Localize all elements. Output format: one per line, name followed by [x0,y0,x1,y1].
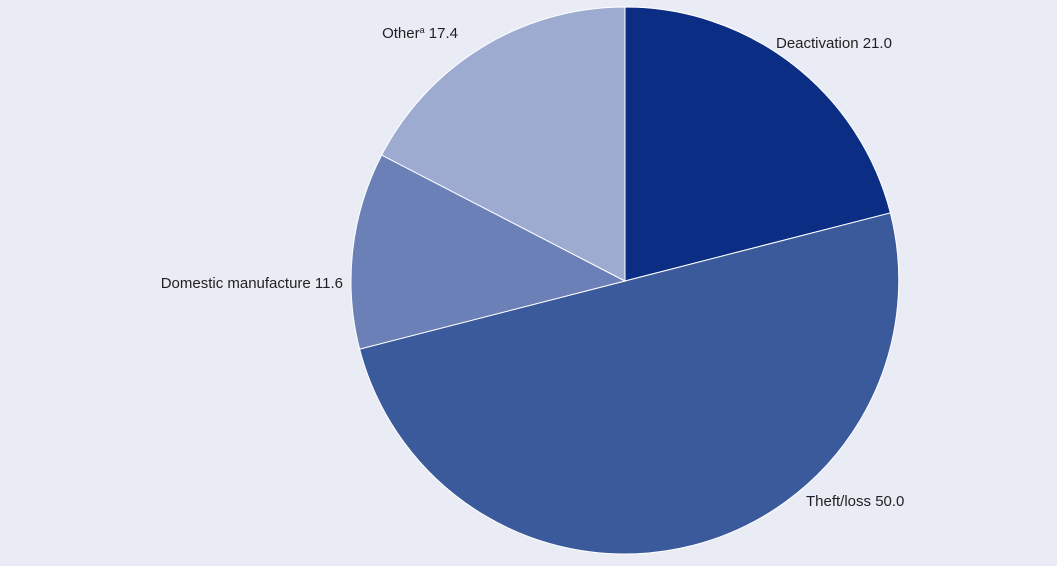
label-name: Deactivation [776,35,859,52]
slice-deactivation [624,6,891,282]
pie-slices [350,6,900,555]
label-value: 21.0 [859,35,892,52]
label-other: Othera 17.4 [382,25,458,42]
label-name: Domestic manufacture [161,275,311,292]
slice-domestic-manufacture [350,154,627,350]
label-value: 17.4 [425,25,458,42]
label-value: 50.0 [871,493,904,510]
label-theft-loss: Theft/loss 50.0 [806,493,904,510]
pie-labels: Deactivation 21.0 Theft/loss 50.0 Domestic… [161,25,905,510]
label-deactivation: Deactivation 21.0 [776,35,892,52]
label-name: Other [382,25,420,42]
label-name: Theft/loss [806,493,871,510]
label-domestic-manufacture: Domestic manufacture 11.6 [161,275,343,292]
label-footnote-marker: a [420,25,425,35]
label-value: 11.6 [311,275,343,292]
slice-theft-loss [358,212,900,555]
slice-other [380,6,626,282]
